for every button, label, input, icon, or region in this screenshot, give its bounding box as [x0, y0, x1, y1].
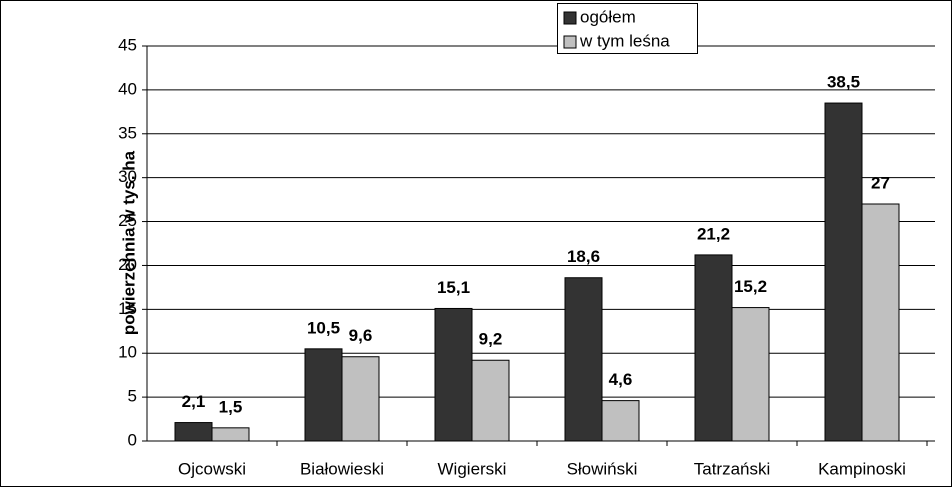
y-tick-label: 0 [128, 430, 137, 449]
bar [304, 348, 343, 442]
legend-swatch [563, 11, 577, 25]
value-label: 9,6 [349, 326, 373, 345]
legend-label: w tym leśna [579, 31, 670, 50]
bar [861, 203, 900, 442]
y-tick-label: 10 [118, 343, 137, 362]
value-label: 1,5 [219, 397, 243, 416]
x-tick-label: Kampinoski [818, 459, 906, 478]
value-label: 21,2 [697, 224, 730, 243]
bar [824, 102, 863, 442]
bar [601, 400, 640, 442]
bar [434, 307, 473, 442]
x-tick-label: Białowieski [300, 459, 384, 478]
value-label: 38,5 [827, 73, 860, 92]
legend-box [557, 3, 698, 54]
y-tick-label: 20 [118, 255, 137, 274]
value-label: 15,2 [734, 277, 767, 296]
value-label: 15,1 [437, 278, 470, 297]
y-tick-label: 5 [128, 387, 137, 406]
bar [341, 356, 380, 442]
y-tick-label: 25 [118, 211, 137, 230]
value-label: 4,6 [609, 370, 633, 389]
legend-swatch [563, 35, 577, 49]
y-tick-label: 35 [118, 123, 137, 142]
value-label: 2,1 [182, 392, 206, 411]
bar [211, 427, 250, 442]
y-tick-label: 30 [118, 167, 137, 186]
bar [174, 422, 213, 442]
value-label: 18,6 [567, 247, 600, 266]
bar [694, 254, 733, 442]
bar [564, 277, 603, 442]
y-tick-label: 40 [118, 79, 137, 98]
value-label: 27 [871, 173, 890, 192]
bar [731, 307, 770, 442]
value-label: 9,2 [479, 330, 503, 349]
x-tick-label: Wigierski [438, 459, 507, 478]
y-tick-label: 45 [118, 35, 137, 54]
y-tick-label: 15 [118, 299, 137, 318]
legend-label: ogółem [580, 7, 636, 26]
bar [471, 359, 510, 442]
x-tick-label: Słowiński [567, 459, 638, 478]
x-tick-label: Ojcowski [178, 459, 246, 478]
y-axis-label: powierzchnia w tys. ha [119, 150, 138, 335]
x-tick-label: Tatrzański [694, 459, 771, 478]
value-label: 10,5 [307, 318, 340, 337]
